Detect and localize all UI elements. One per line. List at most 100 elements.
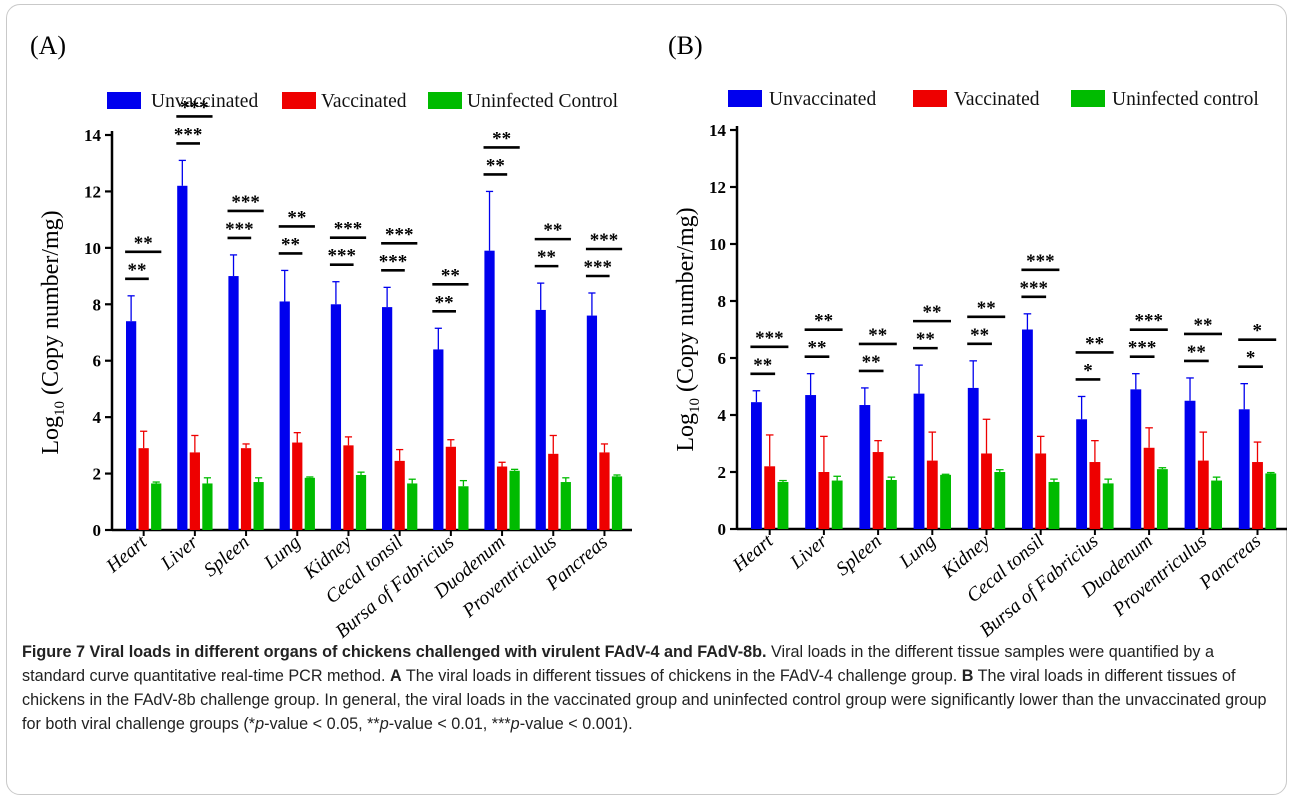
y-axis-label-b: Log10 (Copy number/mg) — [673, 207, 703, 451]
bar-b-1-7 — [1143, 447, 1155, 529]
bar-b-2-9 — [1265, 473, 1277, 529]
bar-a-1-5 — [394, 460, 405, 530]
bar-b-1-8 — [1197, 460, 1209, 529]
bar-a-0-1 — [177, 185, 188, 531]
bar-b-0-4 — [967, 387, 979, 529]
bar-a-2-5 — [407, 483, 418, 530]
bar-b-2-3 — [940, 474, 951, 529]
bar-a-1-9 — [599, 452, 610, 530]
bar-a-0-7 — [484, 250, 495, 530]
y-axis-label-a: Log10 (Copy number/mg) — [38, 210, 68, 454]
x-tick-label-a-3: Lung — [260, 532, 305, 575]
bar-a-2-4 — [355, 474, 367, 530]
bar-a-1-4 — [343, 445, 354, 530]
bar-a-2-3 — [304, 477, 315, 530]
bar-a-1-8 — [548, 453, 559, 530]
bar-b-2-1 — [831, 480, 843, 529]
x-tick-label-a-0: Heart — [102, 531, 152, 577]
caption-text-5: -value < 0.01, *** — [388, 715, 511, 733]
x-tick-label-b-1: Liver — [786, 530, 832, 573]
bar-b-0-0 — [751, 402, 762, 529]
caption-label-a: A — [390, 667, 402, 685]
bar-b-0-5 — [1022, 329, 1033, 529]
sig-label-ctrl-b-2: ** — [868, 325, 887, 346]
bar-b-2-6 — [1102, 483, 1114, 529]
caption-text-2: The viral loads in different tissues of … — [401, 667, 962, 685]
bar-a-2-9 — [611, 476, 623, 530]
legend-swatch-a-1 — [282, 92, 316, 109]
sig-label-vacc-a-4: *** — [328, 246, 357, 267]
sig-label-ctrl-b-8: ** — [1194, 315, 1213, 336]
bar-a-1-3 — [292, 442, 303, 530]
bar-a-1-6 — [445, 446, 456, 530]
bar-b-2-7 — [1156, 469, 1168, 529]
bar-b-0-8 — [1184, 400, 1196, 529]
sig-label-vacc-b-0: ** — [753, 355, 772, 376]
caption-p-3: p — [510, 715, 520, 733]
bar-a-1-0 — [138, 448, 149, 530]
x-tick-label-b-0: Heart — [728, 530, 778, 576]
caption-text-1: Viral loads in the different tissue samp… — [22, 643, 1214, 685]
x-tick-label-b-9: Pancreas — [1195, 531, 1265, 595]
bar-b-1-1 — [818, 472, 830, 529]
y-tick-label-a-5: 10 — [84, 239, 101, 258]
bar-a-0-2 — [228, 276, 239, 530]
panel-a-label: (A) — [30, 31, 66, 60]
sig-label-vacc-a-9: *** — [584, 257, 613, 278]
bar-b-0-2 — [859, 405, 871, 529]
y-tick-label-a-6: 12 — [84, 182, 101, 201]
bar-a-0-9 — [586, 315, 598, 530]
sig-label-vacc-b-9: * — [1246, 348, 1256, 369]
legend-label-a-1: Vaccinated — [321, 91, 407, 112]
sig-label-ctrl-a-2: *** — [231, 192, 260, 213]
sig-label-vacc-b-6: * — [1083, 360, 1093, 381]
sig-label-ctrl-a-3: ** — [287, 207, 306, 228]
y-tick-label-b-6: 12 — [709, 178, 726, 197]
sig-label-ctrl-a-9: *** — [590, 230, 619, 251]
y-tick-label-a-4: 8 — [93, 295, 102, 314]
bar-a-1-7 — [496, 466, 508, 530]
bar-b-0-7 — [1130, 389, 1142, 529]
panel-b-label: (B) — [668, 31, 703, 60]
panel-b: (B) Unvaccinated Vaccinated Uninfected con… — [668, 31, 1287, 640]
caption-p-1: p — [255, 715, 265, 733]
y-tick-label-b-5: 10 — [709, 235, 726, 254]
bar-b-2-8 — [1211, 480, 1222, 529]
x-tick-label-b-2: Spleen — [832, 531, 885, 581]
sig-label-ctrl-b-3: ** — [923, 302, 942, 323]
legend-swatch-b-0 — [728, 90, 762, 107]
y-tick-label-b-3: 6 — [718, 349, 727, 368]
bar-a-0-6 — [433, 349, 444, 530]
bar-b-1-9 — [1252, 462, 1263, 529]
sig-label-ctrl-a-5: *** — [385, 224, 414, 245]
sig-label-vacc-b-5: *** — [1020, 278, 1049, 299]
sig-label-ctrl-a-8: ** — [543, 220, 562, 241]
legend-label-b-1: Vaccinated — [954, 89, 1040, 110]
bar-a-0-4 — [330, 304, 342, 530]
sig-label-vacc-a-1: *** — [174, 124, 203, 145]
legend-label-b-0: Unvaccinated — [769, 89, 876, 110]
bar-b-1-4 — [981, 453, 992, 529]
sig-label-ctrl-b-9: * — [1252, 321, 1262, 342]
bar-a-0-8 — [535, 309, 546, 530]
sig-label-ctrl-a-7: ** — [492, 128, 511, 149]
figure-caption: Figure 7 Viral loads in different organs… — [22, 640, 1277, 736]
panel-a: (A) Unvaccinated Vaccinated Uninfected Con… — [30, 31, 632, 640]
y-tick-label-a-1: 2 — [93, 465, 102, 484]
caption-text-4: -value < 0.05, ** — [264, 715, 380, 733]
sig-label-ctrl-b-6: ** — [1085, 333, 1104, 354]
bar-a-2-7 — [509, 470, 520, 530]
x-tick-label-b-3: Lung — [895, 531, 940, 574]
bar-a-0-0 — [126, 321, 137, 530]
figure-frame — [6, 4, 1287, 795]
legend-label-a-0: Unvaccinated — [151, 91, 258, 112]
y-tick-label-b-1: 2 — [718, 463, 727, 482]
bar-a-1-2 — [240, 448, 252, 530]
legend-swatch-a-2 — [428, 92, 462, 109]
bar-b-2-4 — [994, 472, 1006, 529]
sig-label-vacc-a-7: ** — [486, 155, 505, 176]
bar-b-1-0 — [764, 466, 776, 529]
bar-b-1-6 — [1089, 462, 1101, 529]
sig-label-ctrl-a-4: *** — [334, 219, 363, 240]
sig-label-vacc-a-5: *** — [379, 251, 408, 272]
